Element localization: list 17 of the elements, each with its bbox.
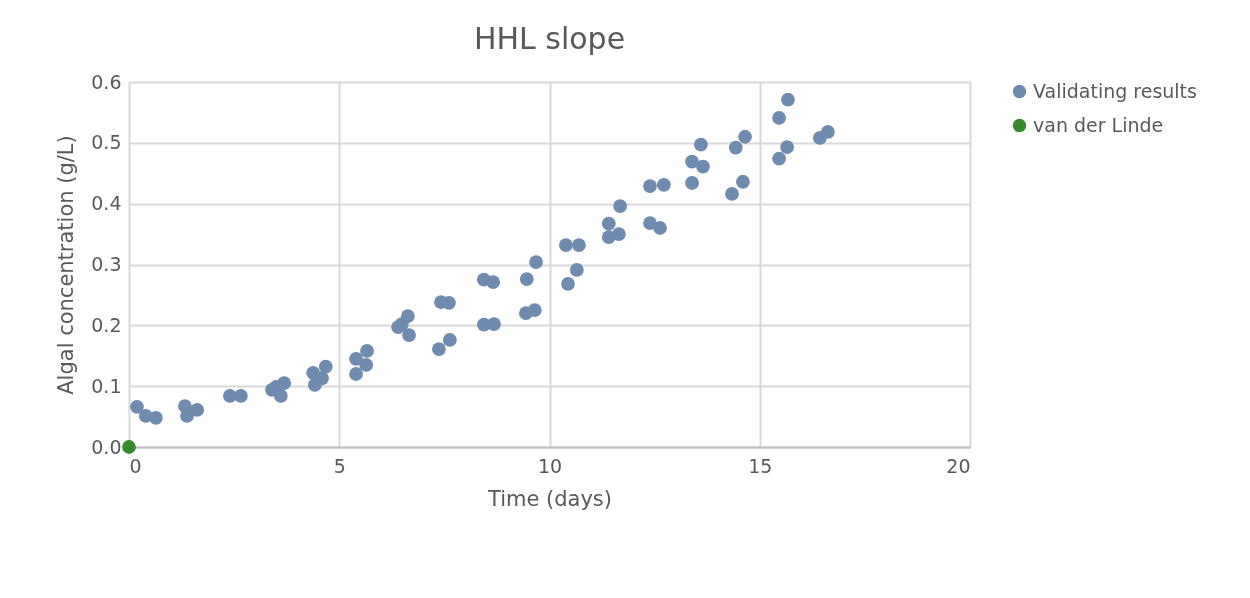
x-tick-label: 20 (946, 454, 971, 477)
x-tick-label: 10 (537, 454, 563, 477)
x-tick-label: 0 (129, 454, 142, 477)
y-tick-label: 0.2 (91, 313, 122, 336)
y-tick-label: 0.5 (91, 131, 122, 154)
legend-label: Validating results (1033, 79, 1197, 102)
y-tick-label: 0.0 (91, 435, 122, 458)
y-tick-label: 0.1 (91, 374, 122, 397)
y-axis-title: Algal concentration (g/L) (54, 135, 79, 395)
x-axis-title: Time (days) (486, 486, 613, 511)
y-tick-label: 0.3 (91, 253, 122, 275)
x-tick-label: 5 (333, 454, 346, 477)
chart-title: HHL slope (473, 21, 626, 56)
legend-label: van der Linde (1033, 113, 1164, 136)
y-tick-label: 0.6 (91, 70, 122, 93)
y-tick-label: 0.4 (91, 192, 122, 215)
x-tick-label: 15 (748, 454, 773, 477)
